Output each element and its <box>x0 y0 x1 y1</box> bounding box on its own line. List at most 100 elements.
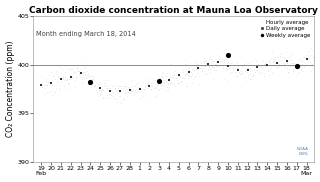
Point <box>301 56 306 58</box>
Point <box>259 65 264 68</box>
Point <box>285 67 290 70</box>
Point <box>241 72 246 75</box>
Point <box>75 70 80 72</box>
Point <box>223 66 228 69</box>
Point <box>265 68 270 70</box>
Point <box>70 71 75 74</box>
Point <box>243 76 248 79</box>
Point <box>194 62 199 65</box>
Point <box>229 66 235 69</box>
Point <box>155 78 160 81</box>
Point <box>231 68 236 71</box>
Point <box>74 77 79 80</box>
Point <box>273 55 278 58</box>
Point <box>75 65 80 68</box>
Point <box>307 54 312 56</box>
Point <box>122 97 127 100</box>
Point <box>86 76 91 79</box>
Point <box>48 84 53 87</box>
Point <box>187 70 192 73</box>
Point <box>246 67 252 70</box>
Point <box>137 88 142 90</box>
Point <box>257 64 262 67</box>
Point <box>44 84 50 87</box>
Point <box>308 47 313 50</box>
Point <box>313 63 318 66</box>
Point <box>294 64 299 67</box>
Point <box>94 93 99 96</box>
Point <box>228 71 233 74</box>
Point <box>260 65 265 68</box>
Point <box>273 62 278 65</box>
Point <box>186 71 191 74</box>
Point <box>168 81 173 84</box>
Point <box>218 60 223 62</box>
Point <box>305 58 310 60</box>
Point <box>95 94 100 97</box>
Point <box>224 68 229 70</box>
Point <box>247 62 252 64</box>
Point <box>175 73 180 76</box>
Point <box>162 88 167 91</box>
Point <box>156 83 161 86</box>
Point <box>58 66 63 69</box>
Point <box>198 65 204 68</box>
Point <box>173 77 179 80</box>
Point <box>185 72 190 75</box>
Point <box>174 74 179 77</box>
Point <box>295 63 300 66</box>
Point <box>298 64 303 67</box>
Point <box>123 85 128 88</box>
Point <box>312 57 317 60</box>
Point <box>204 62 209 64</box>
Point <box>59 67 64 70</box>
Point <box>240 65 245 68</box>
Point <box>119 87 124 90</box>
Point <box>271 59 276 62</box>
Point <box>49 82 54 85</box>
Point <box>141 88 147 91</box>
Point <box>188 74 193 77</box>
Point <box>301 65 307 68</box>
Point <box>54 72 59 75</box>
Point <box>287 56 292 59</box>
Point <box>136 90 141 93</box>
Point <box>235 68 240 71</box>
Point <box>108 94 113 97</box>
Point <box>128 89 133 92</box>
Point <box>142 84 148 87</box>
Point <box>200 60 205 62</box>
Point <box>54 70 59 73</box>
Point <box>245 74 250 76</box>
Point <box>153 86 158 89</box>
Point <box>238 70 243 73</box>
Point <box>285 71 290 74</box>
Point <box>304 54 309 57</box>
Point <box>172 76 177 79</box>
Point <box>135 81 140 84</box>
Point <box>68 75 73 78</box>
Point <box>239 68 244 71</box>
Point <box>170 76 175 79</box>
Point <box>181 69 186 72</box>
Point <box>296 57 301 60</box>
Point <box>182 59 187 62</box>
Point <box>104 93 109 96</box>
Point <box>300 63 305 66</box>
Point <box>52 89 57 92</box>
Point <box>183 85 188 88</box>
Point <box>209 64 214 67</box>
Point <box>42 92 47 95</box>
Point <box>76 69 81 72</box>
Point <box>45 79 50 82</box>
Point <box>196 74 202 77</box>
Point <box>136 90 141 92</box>
Point <box>236 64 241 67</box>
Point <box>98 86 103 89</box>
Point <box>124 92 129 94</box>
Point <box>260 66 265 69</box>
Point <box>88 82 93 85</box>
Point <box>148 88 153 91</box>
Point <box>197 64 203 66</box>
Point <box>191 78 196 81</box>
